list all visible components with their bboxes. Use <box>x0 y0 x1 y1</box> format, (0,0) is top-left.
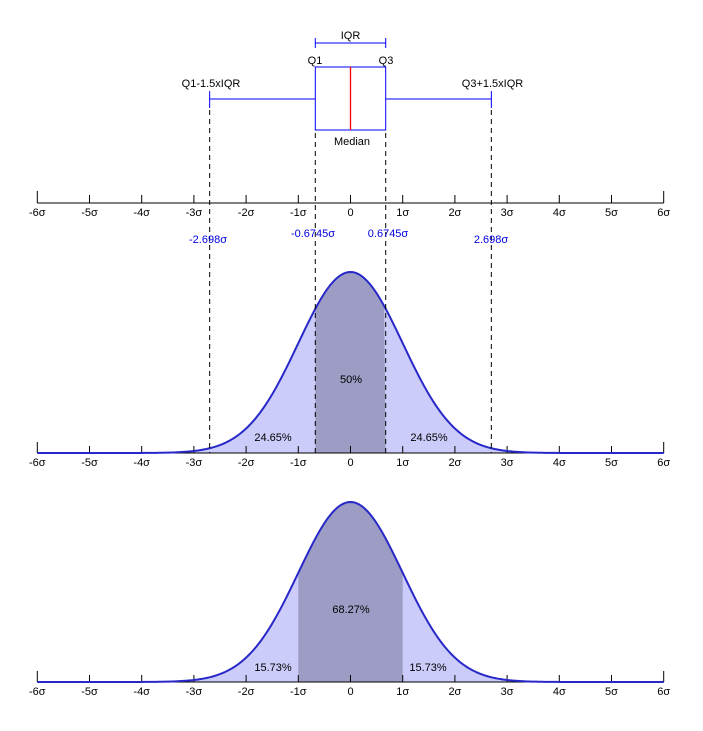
pdf-fill-dark-mid <box>315 272 386 453</box>
axis-tick-label: -2σ <box>238 686 255 698</box>
axis-tick-label: 1σ <box>396 457 409 469</box>
q3-label: Q3 <box>379 55 394 67</box>
axis-tick-label: 0 <box>347 686 353 698</box>
axis-tick-label: -3σ <box>186 457 203 469</box>
upper-fence-label: Q3+1.5xIQR <box>462 78 524 90</box>
axis-tick-label: 2σ <box>448 207 461 219</box>
normal-curve-bot <box>37 501 664 683</box>
median-label: Median <box>334 136 370 148</box>
axis-tick-label: -5σ <box>81 686 98 698</box>
axis-tick-label: 4σ <box>553 207 566 219</box>
pdf-fill-layer <box>37 272 664 682</box>
axis-tick-label: 5σ <box>605 686 618 698</box>
axis-tick-label: 2σ <box>448 457 461 469</box>
axis-tick-label: -3σ <box>186 686 203 698</box>
axis-tick-label: -5σ <box>81 457 98 469</box>
axis-tick-label: -1σ <box>290 457 307 469</box>
iqr-label: IQR <box>341 30 361 42</box>
boxplot-layer <box>209 38 492 131</box>
pos-quartile-value-label: 0.6745σ <box>368 228 409 240</box>
axis-tick-label: 3σ <box>501 207 514 219</box>
axis-tick-label: 4σ <box>553 686 566 698</box>
mid-right-area-label: 24.65% <box>410 432 448 444</box>
q1-label: Q1 <box>308 55 323 67</box>
normal-curve-mid <box>37 271 664 454</box>
dashed-guide-layer <box>209 110 492 453</box>
axis-tick-label: -6σ <box>29 207 46 219</box>
bot-left-area-label: 15.73% <box>254 662 292 674</box>
axis-tick-label: 0 <box>347 207 353 219</box>
axis-tick-label: -4σ <box>133 686 150 698</box>
axis-tick-label: -3σ <box>186 207 203 219</box>
axis-tick-label: 2σ <box>448 686 461 698</box>
mid-left-area-label: 24.65% <box>254 432 292 444</box>
axis-tick-label: -1σ <box>290 207 307 219</box>
axis-tick-label: 5σ <box>605 457 618 469</box>
neg-quartile-value-label: -0.6745σ <box>291 228 335 240</box>
axis-tick-label: -1σ <box>290 686 307 698</box>
axis-tick-label: 6σ <box>657 207 670 219</box>
axis-tick-label: -4σ <box>133 207 150 219</box>
axis-tick-label: 3σ <box>501 686 514 698</box>
text-layer: IQR Q1 Q3 Q1-1.5xIQR Q3+1.5xIQR Median -… <box>182 30 524 674</box>
lower-fence-label: Q1-1.5xIQR <box>182 78 241 90</box>
mid-center-area-label: 50% <box>340 374 362 386</box>
neg-whisker-value-label: -2.698σ <box>189 234 227 246</box>
axis-tick-label: -6σ <box>29 686 46 698</box>
axis-tick-label: -5σ <box>81 207 98 219</box>
axis-tick-label: -2σ <box>238 457 255 469</box>
axis-tick-label: 1σ <box>396 207 409 219</box>
axis-tick-label: 1σ <box>396 686 409 698</box>
pdf-curve-layer <box>37 271 664 683</box>
pos-whisker-value-label: 2.698σ <box>474 234 509 246</box>
axis-tick-label: 0 <box>347 457 353 469</box>
axis-tick-label: -6σ <box>29 457 46 469</box>
pdf-fill-dark-bot <box>298 502 403 682</box>
axis-tick-label: 5σ <box>605 207 618 219</box>
axis-tick-label: 6σ <box>657 686 670 698</box>
axis-tick-label: -4σ <box>133 457 150 469</box>
axis-tick-label: 4σ <box>553 457 566 469</box>
axis-tick-label: -2σ <box>238 207 255 219</box>
bot-center-area-label: 68.27% <box>332 604 370 616</box>
axis-tick-label: 6σ <box>657 457 670 469</box>
bot-right-area-label: 15.73% <box>409 662 447 674</box>
axis-tick-label: 3σ <box>501 457 514 469</box>
